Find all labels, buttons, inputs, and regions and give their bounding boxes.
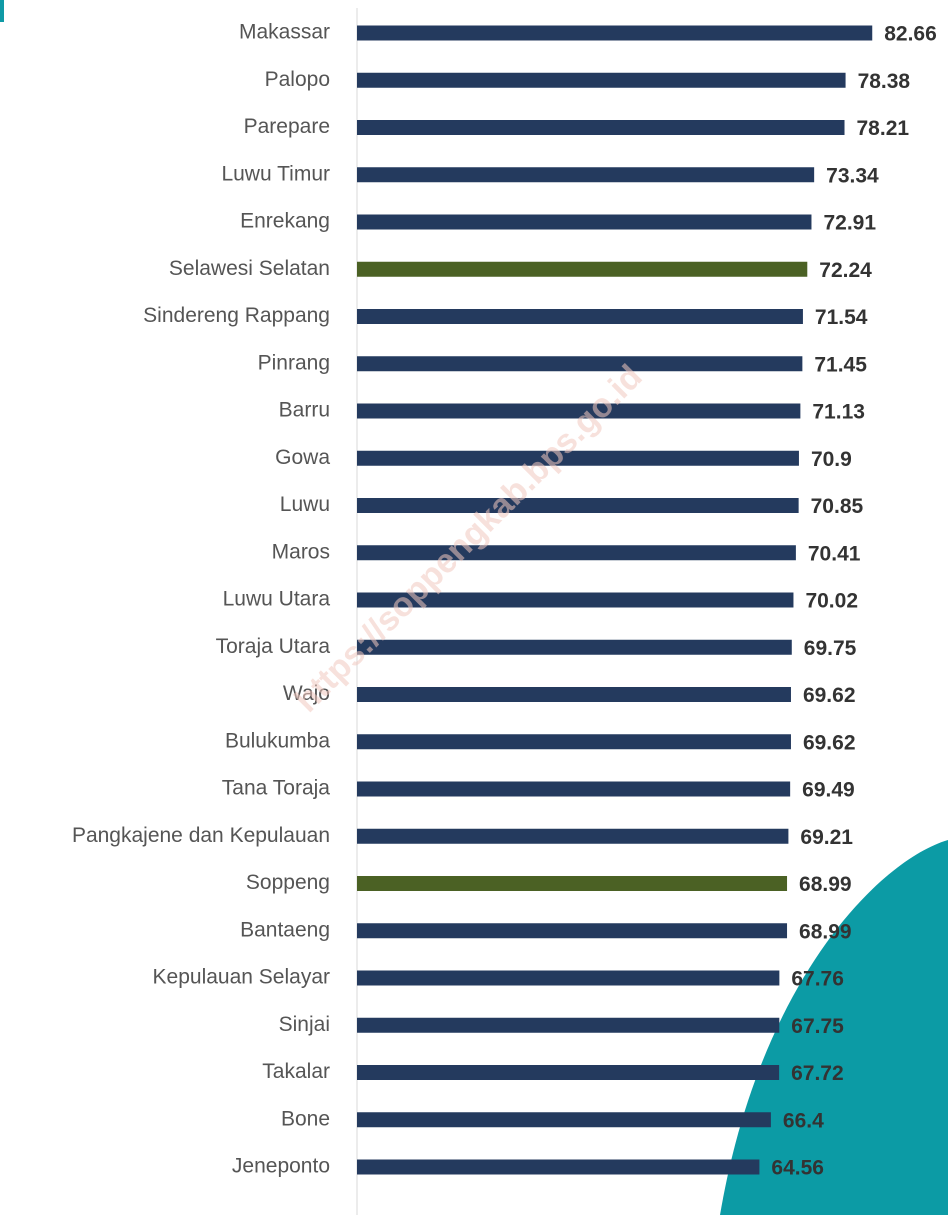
- bar: [357, 1112, 771, 1128]
- category-label: Enrekang: [240, 210, 330, 233]
- bar: [357, 214, 812, 230]
- value-label: 70.02: [805, 590, 858, 613]
- value-label: 70.85: [811, 495, 864, 518]
- bar: [357, 1159, 760, 1175]
- value-label: 78.21: [857, 117, 910, 140]
- corner-accent: [0, 0, 4, 22]
- value-label: 69.75: [804, 637, 857, 660]
- category-label: Gowa: [275, 446, 330, 469]
- category-label: Bulukumba: [225, 729, 330, 752]
- category-label: Bantaeng: [240, 918, 330, 941]
- bar: [357, 450, 799, 466]
- value-label: 72.24: [819, 259, 872, 282]
- bar: [357, 828, 789, 844]
- category-label: Pinrang: [258, 351, 330, 374]
- bar: [357, 687, 791, 702]
- bar: [357, 261, 808, 277]
- value-label: 73.34: [826, 164, 879, 187]
- value-label: 82.66: [884, 23, 937, 46]
- category-label: Takalar: [262, 1060, 330, 1083]
- category-label: Toraja Utara: [216, 635, 331, 658]
- bar: [357, 167, 815, 183]
- bar: [357, 120, 845, 135]
- category-label: Makassar: [239, 21, 330, 44]
- bar: [357, 639, 792, 655]
- bar: [357, 356, 803, 372]
- value-label: 69.62: [803, 684, 856, 707]
- value-label: 66.4: [783, 1109, 824, 1132]
- value-label: 71.13: [812, 401, 865, 424]
- value-label: 71.54: [815, 306, 868, 329]
- category-label: Maros: [272, 540, 330, 563]
- category-label: Luwu Timur: [221, 162, 330, 185]
- category-label: Wajo: [283, 682, 330, 705]
- category-label: Luwu: [280, 493, 330, 516]
- value-label: 64.56: [771, 1157, 824, 1180]
- bar: [357, 876, 788, 891]
- category-label: Kepulauan Selayar: [153, 966, 330, 989]
- bar: [357, 923, 788, 939]
- bar: [357, 72, 846, 88]
- value-label: 69.62: [803, 731, 856, 754]
- value-label: 70.9: [811, 448, 852, 471]
- value-label: 67.72: [791, 1062, 844, 1085]
- bar: [357, 781, 791, 797]
- bar: [357, 498, 799, 513]
- category-label: Bone: [281, 1107, 330, 1130]
- bar: [357, 734, 791, 750]
- category-label: Jeneponto: [232, 1155, 330, 1178]
- value-label: 67.76: [791, 968, 844, 991]
- value-label: 70.41: [808, 542, 861, 565]
- value-label: 78.38: [858, 70, 911, 93]
- bar: [357, 1065, 780, 1080]
- decor-shape: [720, 840, 948, 1215]
- category-label: Sindereng Rappang: [143, 304, 330, 327]
- value-label: 68.99: [799, 873, 852, 896]
- bar: [357, 403, 801, 419]
- bar: [357, 592, 794, 608]
- bar: [357, 1017, 780, 1033]
- bar: [357, 970, 780, 986]
- category-label: Tana Toraja: [222, 777, 331, 800]
- category-label: Sinjai: [279, 1013, 330, 1036]
- category-label: Pangkajene dan Kepulauan: [72, 824, 330, 847]
- bar: [357, 25, 873, 41]
- bar: [357, 309, 803, 324]
- category-label: Parepare: [244, 115, 330, 138]
- bar: [357, 545, 796, 561]
- value-label: 72.91: [823, 212, 876, 235]
- category-label: Selawesi Selatan: [169, 257, 330, 280]
- value-label: 67.75: [791, 1015, 844, 1038]
- value-label: 71.45: [814, 353, 867, 376]
- value-label: 69.21: [800, 826, 853, 849]
- category-label: Barru: [279, 399, 330, 422]
- category-label: Luwu Utara: [223, 588, 331, 611]
- category-label: Soppeng: [246, 871, 330, 894]
- category-label: Palopo: [265, 68, 330, 91]
- value-label: 68.99: [799, 920, 852, 943]
- value-label: 69.49: [802, 779, 855, 802]
